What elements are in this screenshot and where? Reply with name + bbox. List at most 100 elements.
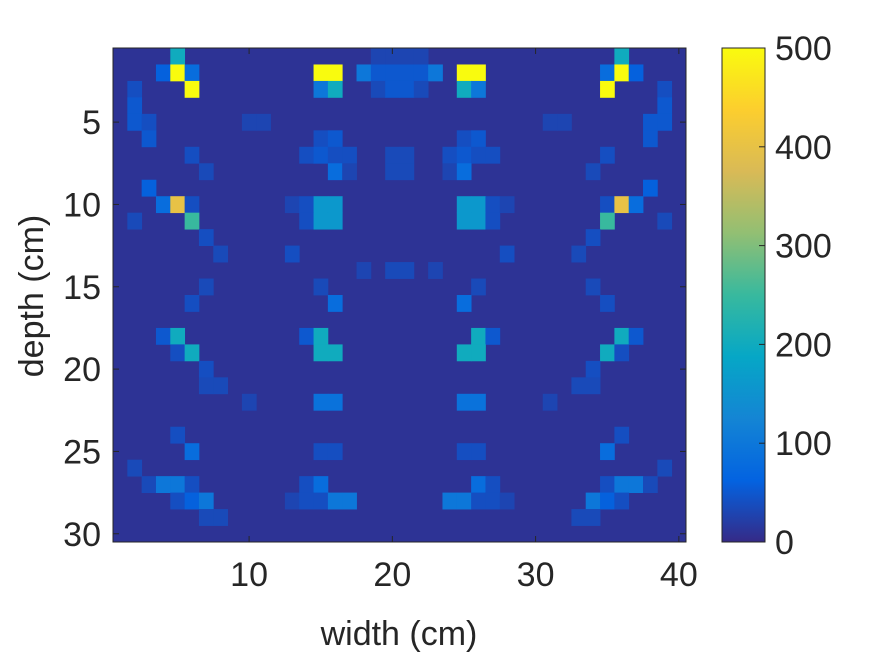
heatmap-cell <box>471 196 486 214</box>
heatmap-cell <box>313 492 329 510</box>
plot-area <box>112 47 687 543</box>
heatmap-cell <box>585 509 601 526</box>
y-tick-label: 15 <box>63 269 101 307</box>
heatmap-cell <box>170 344 186 362</box>
heatmap-cell <box>184 146 200 164</box>
heatmap-cell <box>313 212 329 230</box>
heatmap-cell <box>127 459 143 477</box>
heatmap-cell <box>198 509 214 526</box>
heatmap-cell <box>141 113 157 131</box>
heatmap-cell <box>542 393 558 411</box>
heatmap-cell <box>198 229 214 246</box>
heatmap-cell <box>327 212 343 230</box>
heatmap-cell <box>643 130 658 148</box>
heatmap-cell <box>471 64 486 82</box>
heatmap-cell <box>471 212 486 230</box>
x-tick-label: 30 <box>517 556 555 594</box>
heatmap-cell <box>657 80 673 98</box>
heatmap-cell <box>471 393 486 411</box>
heatmap-cell <box>385 163 400 181</box>
heatmap-cell <box>213 509 228 526</box>
heatmap-cell <box>485 492 501 510</box>
heatmap-cell <box>127 97 143 115</box>
heatmap-cell <box>571 509 587 526</box>
heatmap-cell <box>456 196 472 214</box>
heatmap-cell <box>456 295 472 312</box>
heatmap-cell <box>600 146 615 164</box>
heatmap-cell <box>571 377 587 395</box>
heatmap-cell <box>600 476 615 493</box>
heatmap-cell <box>299 492 314 510</box>
colorbar-tick-label: 400 <box>775 129 832 167</box>
heatmap-cell <box>428 262 443 279</box>
heatmap-cell <box>313 344 329 362</box>
colorbar-tick-label: 100 <box>775 425 832 463</box>
heatmap-cell <box>370 64 386 82</box>
heatmap-cell <box>456 130 472 148</box>
heatmap-cell <box>313 327 329 345</box>
x-tick-label: 10 <box>230 556 268 594</box>
heatmap-cell <box>170 476 186 493</box>
heatmap-cell <box>628 327 644 345</box>
heatmap-cell <box>385 80 400 98</box>
heatmap-cell <box>471 443 486 461</box>
heatmap-cell <box>385 262 400 279</box>
heatmap-cell <box>184 64 200 82</box>
heatmap-cell <box>399 163 415 181</box>
heatmap-cell <box>471 146 486 164</box>
heatmap-cell <box>471 344 486 362</box>
heatmap-cell <box>356 262 372 279</box>
heatmap-cell <box>313 476 329 493</box>
heatmap-cell <box>600 80 615 98</box>
colorbar-tick-label: 200 <box>775 326 832 364</box>
heatmap-cell <box>643 476 658 493</box>
heatmap-cell <box>600 64 615 82</box>
heatmap-cell <box>585 360 601 378</box>
heatmap-cell <box>184 295 200 312</box>
heatmap-cell <box>499 492 515 510</box>
x-tick-label: 40 <box>660 556 698 594</box>
heatmap-cell <box>198 163 214 181</box>
heatmap-cell <box>256 113 271 131</box>
heatmap-cell <box>127 80 143 98</box>
heatmap-cell <box>456 163 472 181</box>
y-tick-label: 25 <box>63 433 101 471</box>
colorbar-gradient <box>721 47 766 543</box>
heatmap-cell <box>198 278 214 296</box>
y-tick-label: 30 <box>63 516 101 554</box>
heatmap-cell <box>428 64 443 82</box>
heatmap-cell <box>370 48 386 65</box>
heatmap-cell <box>657 212 673 230</box>
heatmap-cell <box>485 212 501 230</box>
heatmap-cell <box>170 196 186 214</box>
heatmap-cell <box>614 492 630 510</box>
heatmap-cell <box>399 48 415 65</box>
heatmap-cell <box>600 212 615 230</box>
heatmap-cell <box>542 113 558 131</box>
heatmap-cell <box>299 212 314 230</box>
heatmap-cell <box>327 393 343 411</box>
heatmap-cell <box>456 64 472 82</box>
heatmap-cell <box>614 426 630 444</box>
heatmap-cell <box>327 196 343 214</box>
heatmap-cell <box>385 48 400 65</box>
heatmap-cell <box>327 130 343 148</box>
heatmap-cell <box>442 146 458 164</box>
heatmap-cell <box>471 327 486 345</box>
heatmap-cell <box>327 64 343 82</box>
heatmap-cell <box>342 492 357 510</box>
heatmap-cell <box>184 492 200 510</box>
heatmap-cell <box>557 113 572 131</box>
heatmap-cell <box>313 443 329 461</box>
colorbar: 0 100 200 300 400 500 <box>721 30 832 562</box>
heatmap-cell <box>313 130 329 148</box>
heatmap-cell <box>155 64 171 82</box>
heatmap-cell <box>213 245 228 263</box>
heatmap-cell <box>299 196 314 214</box>
heatmap-cell <box>614 344 630 362</box>
y-tick-label: 20 <box>63 351 101 389</box>
heatmap-cell <box>585 229 601 246</box>
heatmap-cell <box>342 163 357 181</box>
heatmap-cell <box>600 295 615 312</box>
